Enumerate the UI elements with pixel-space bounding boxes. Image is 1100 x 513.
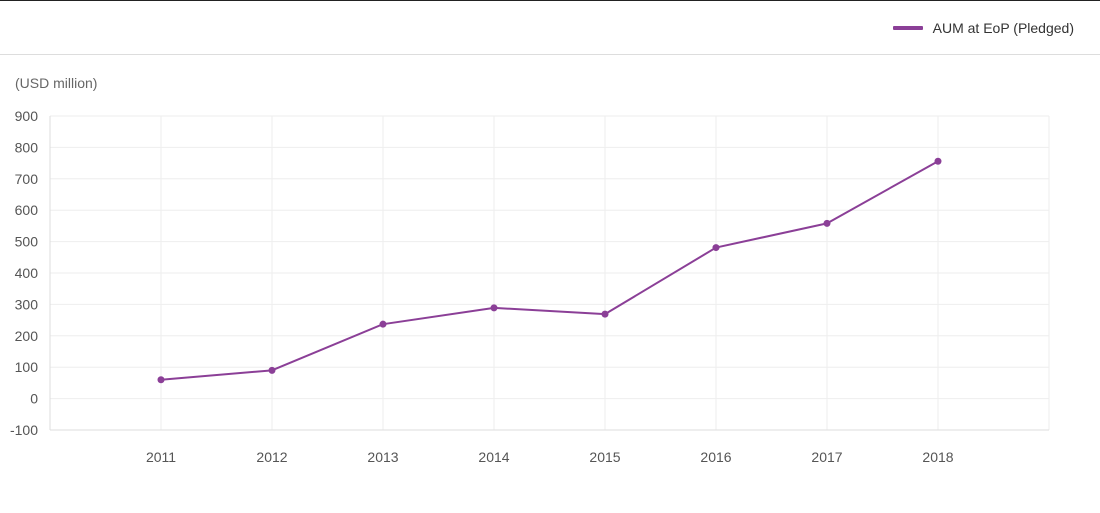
y-tick-label: 800 — [15, 139, 39, 155]
data-point[interactable] — [379, 320, 387, 328]
series-layer — [157, 157, 942, 384]
x-tick-label: 2013 — [367, 449, 398, 465]
x-tick-label: 2014 — [478, 449, 509, 465]
y-tick-label: 500 — [15, 234, 39, 250]
chart-header-bar: AUM at EoP (Pledged) — [0, 0, 1100, 55]
x-tick-label: 2012 — [256, 449, 287, 465]
y-tick-label: 300 — [15, 296, 39, 312]
legend-label: AUM at EoP (Pledged) — [932, 20, 1074, 36]
data-point[interactable] — [157, 376, 165, 384]
x-tick-label: 2015 — [589, 449, 620, 465]
legend-swatch — [892, 26, 923, 30]
data-point[interactable] — [268, 366, 276, 374]
x-tick-label: 2017 — [811, 449, 842, 465]
x-tick-label: 2018 — [922, 449, 953, 465]
x-tick-label: 2016 — [700, 449, 731, 465]
x-tick-label: 2011 — [146, 449, 176, 465]
data-point[interactable] — [934, 157, 942, 165]
y-tick-label: -100 — [10, 422, 38, 438]
y-tick-labels: -100 0 100 200 300 400 500 600 700 800 900 — [10, 108, 38, 438]
y-tick-label: 0 — [30, 391, 38, 407]
y-tick-label: 600 — [15, 202, 39, 218]
y-tick-label: 200 — [15, 328, 39, 344]
y-tick-label: 700 — [15, 171, 39, 187]
data-point[interactable] — [490, 304, 498, 312]
x-tick-labels: 2011 2012 2013 2014 2015 2016 2017 2018 — [146, 449, 954, 465]
y-tick-label: 900 — [15, 108, 39, 124]
series-line — [160, 160, 939, 381]
y-tick-label: 400 — [15, 265, 39, 281]
grid — [49, 115, 1050, 431]
data-point[interactable] — [601, 310, 609, 318]
data-point[interactable] — [823, 219, 831, 227]
y-unit-label: (USD million) — [15, 75, 97, 91]
data-point[interactable] — [712, 244, 720, 252]
legend[interactable]: AUM at EoP (Pledged) — [892, 20, 1074, 36]
y-tick-label: 100 — [15, 359, 39, 375]
